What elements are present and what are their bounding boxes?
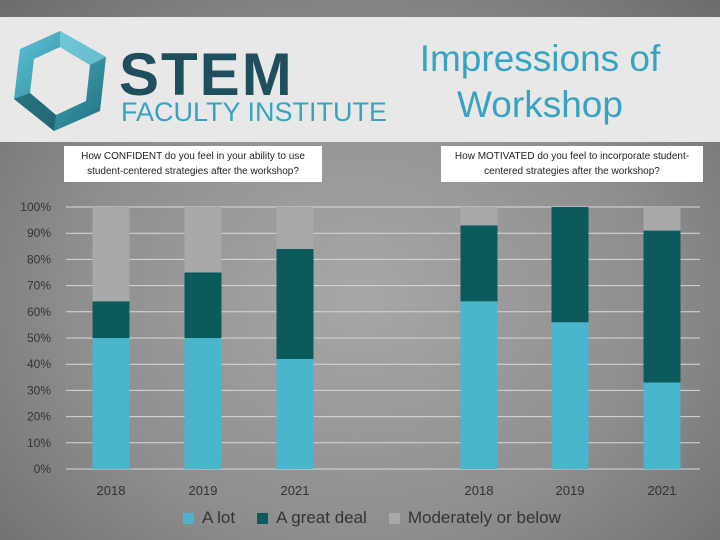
x-tick-label: 2021 bbox=[281, 483, 310, 498]
y-tick-label: 30% bbox=[27, 383, 51, 397]
bar-segment bbox=[551, 322, 589, 469]
y-tick-label: 20% bbox=[27, 410, 51, 424]
bar-segment bbox=[460, 225, 498, 302]
bar-segment bbox=[276, 248, 314, 359]
y-tick-label: 40% bbox=[27, 357, 51, 371]
bar-segment bbox=[184, 338, 222, 469]
legend-item-a-great-deal: A great deal bbox=[257, 508, 367, 528]
chart-legend: A lot A great deal Moderately or below bbox=[183, 508, 561, 528]
y-tick-label: 100% bbox=[20, 200, 51, 214]
bar-segment bbox=[460, 301, 498, 469]
legend-swatch-a-great-deal bbox=[257, 512, 269, 524]
bar-segment bbox=[460, 207, 498, 226]
brand-subtitle: FACULTY INSTITUTE bbox=[121, 97, 388, 127]
legend-swatch-a-lot bbox=[183, 512, 194, 524]
bar-segment bbox=[184, 207, 222, 273]
bar-segment bbox=[643, 207, 681, 231]
title-line-1: Impressions of bbox=[419, 38, 661, 79]
bar-segment bbox=[92, 338, 130, 469]
legend-label-moderately: Moderately or below bbox=[407, 508, 561, 527]
x-tick-label: 2018 bbox=[97, 483, 126, 498]
bar-segment bbox=[643, 230, 681, 383]
legend-swatch-moderately bbox=[388, 512, 400, 524]
bar-segment bbox=[276, 358, 314, 469]
legend-item-a-lot: A lot bbox=[183, 508, 235, 528]
x-tick-label: 2019 bbox=[189, 483, 218, 498]
legend-item-moderately: Moderately or below bbox=[388, 508, 561, 528]
stem-logo-icon bbox=[14, 31, 106, 131]
y-tick-label: 10% bbox=[27, 436, 51, 450]
x-tick-label: 2018 bbox=[465, 483, 494, 498]
page-title: Impressions of Workshop bbox=[395, 36, 685, 128]
y-tick-label: 0% bbox=[34, 462, 52, 476]
y-tick-label: 80% bbox=[27, 252, 51, 266]
question-motivated: How MOTIVATED do you feel to incorporate… bbox=[441, 146, 703, 182]
brand-name: STEM bbox=[119, 41, 294, 108]
bar-segment bbox=[276, 207, 314, 249]
y-tick-label: 70% bbox=[27, 279, 51, 293]
y-tick-label: 90% bbox=[27, 226, 51, 240]
bar-segment bbox=[184, 272, 222, 338]
title-line-2: Workshop bbox=[457, 84, 623, 125]
x-tick-label: 2019 bbox=[556, 483, 585, 498]
bar-segment bbox=[92, 207, 130, 302]
y-tick-label: 60% bbox=[27, 305, 51, 319]
x-tick-label: 2021 bbox=[648, 483, 677, 498]
bar-segment bbox=[551, 207, 589, 323]
question-confident: How CONFIDENT do you feel in your abilit… bbox=[64, 146, 322, 182]
bar-segment bbox=[643, 382, 681, 469]
y-tick-label: 50% bbox=[27, 331, 51, 345]
legend-label-a-lot: A lot bbox=[202, 508, 236, 527]
legend-label-a-great-deal: A great deal bbox=[276, 508, 367, 527]
header-banner: STEM FACULTY INSTITUTE Impressions of Wo… bbox=[0, 17, 720, 142]
bar-segment bbox=[92, 301, 130, 338]
